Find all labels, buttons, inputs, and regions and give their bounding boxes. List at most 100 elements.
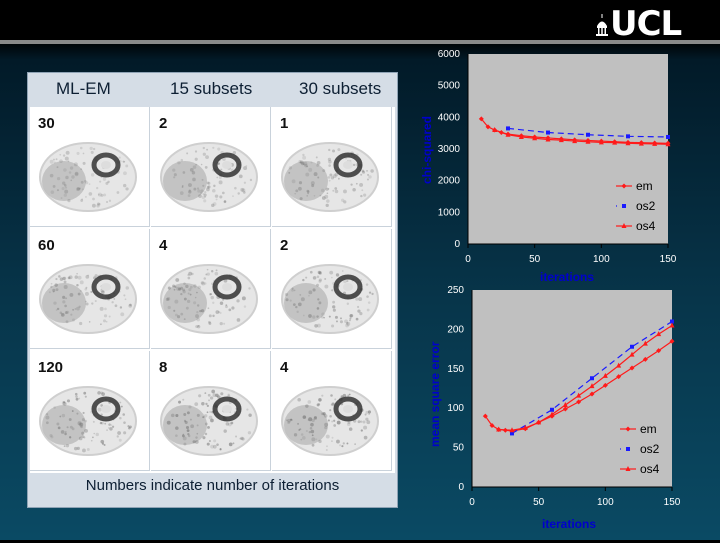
data-point-os2 (510, 431, 514, 436)
x-tick-label: 150 (664, 497, 681, 508)
pet-slice-image (39, 264, 137, 334)
legend-marker-os2 (626, 447, 630, 451)
data-point-os4 (572, 138, 578, 144)
legend-label-em: em (636, 179, 653, 193)
data-point-os4 (549, 411, 555, 417)
data-point-os4 (545, 136, 551, 142)
iteration-count-label: 120 (38, 359, 64, 376)
reconstruction-cell: 4 (151, 229, 271, 349)
reconstruction-cell: 1 (272, 107, 392, 227)
data-point-os2 (670, 319, 674, 324)
series-line-os4 (494, 129, 669, 145)
mse-y-title: mean square error (428, 341, 442, 447)
data-point-os4 (665, 141, 671, 147)
data-point-os4 (518, 133, 524, 139)
legend-marker-em (621, 183, 627, 189)
data-point-os2 (630, 344, 634, 349)
y-tick-label: 100 (447, 403, 464, 414)
data-point-em (629, 365, 635, 371)
data-point-os4 (598, 139, 604, 145)
data-point-os2 (506, 126, 510, 131)
reconstruction-cell: 2 (151, 107, 271, 227)
data-point-os4 (612, 139, 618, 145)
header-ml-em: ML-EM (56, 79, 111, 98)
data-point-os4 (669, 322, 675, 328)
iteration-count-label: 4 (159, 237, 168, 254)
series-line-os2 (511, 321, 673, 434)
data-point-os4 (656, 331, 662, 337)
legend-label-os2: os2 (636, 199, 656, 213)
y-tick-label: 50 (453, 443, 465, 454)
x-tick-label: 100 (597, 497, 614, 508)
data-point-os2 (550, 407, 554, 412)
x-tick-label: 0 (469, 497, 475, 508)
y-tick-label: 1000 (438, 207, 461, 218)
legend-marker-os4 (621, 223, 627, 228)
legend-label-os4: os4 (636, 219, 656, 233)
data-point-os2 (590, 376, 594, 381)
iteration-count-label: 60 (38, 237, 55, 254)
y-tick-label: 0 (454, 239, 460, 250)
data-point-os4 (638, 140, 644, 146)
y-tick-label: 200 (447, 324, 464, 335)
data-point-em (489, 423, 495, 429)
data-point-os4 (585, 138, 591, 144)
title-bar (0, 0, 720, 40)
header-15-subsets: 15 subsets (170, 79, 253, 98)
iteration-count-label: 1 (280, 115, 289, 132)
mse-chart: 0 50 100 150 200 250 0 50 100 150 em os2 os4 mean sq… (400, 282, 700, 538)
data-point-os4 (652, 140, 658, 146)
data-point-os2 (546, 130, 550, 135)
data-point-os4 (536, 419, 542, 425)
data-point-os4 (532, 135, 538, 141)
data-point-os2 (586, 132, 590, 137)
data-point-os4 (558, 137, 564, 143)
data-point-em (616, 374, 622, 380)
logo-text: UCL (610, 4, 682, 44)
data-point-os4 (509, 427, 515, 433)
y-tick-label: 0 (458, 482, 464, 493)
data-point-os4 (576, 392, 582, 398)
data-point-em (478, 116, 484, 122)
pet-slice-image (281, 264, 379, 334)
mse-plot: 0 50 100 150 200 250 0 50 100 150 em os2 os4 (447, 285, 681, 508)
data-point-os4 (625, 140, 631, 146)
x-tick-label: 50 (533, 497, 545, 508)
image-grid: 30 2 1 60 4 2 120 8 4 (30, 107, 395, 473)
x-tick-label: 100 (593, 254, 610, 265)
data-point-em (485, 124, 491, 130)
x-tick-label: 150 (660, 254, 677, 265)
data-point-em (482, 413, 488, 419)
y-tick-label: 6000 (438, 49, 461, 60)
data-point-os2 (626, 134, 630, 139)
pet-slice-image (160, 142, 258, 212)
iteration-count-label: 4 (280, 359, 289, 376)
data-point-em (602, 382, 608, 388)
chi-squared-x-title: iterations (540, 270, 595, 284)
y-tick-label: 2000 (438, 176, 461, 187)
reconstruction-cell: 30 (30, 107, 150, 227)
data-point-os4 (505, 131, 511, 137)
pet-slice-image (281, 386, 379, 456)
legend-label-os2: os2 (640, 442, 660, 456)
pet-slice-image (160, 386, 258, 456)
data-point-os4 (616, 362, 622, 368)
chi-squared-y-title: chi-squared (420, 115, 434, 184)
plot-area (472, 290, 672, 487)
y-tick-label: 150 (447, 364, 464, 375)
plot-area (468, 54, 668, 244)
data-point-em (589, 391, 595, 397)
data-point-em (642, 356, 648, 362)
ucl-logo: UCL (596, 4, 706, 44)
reconstruction-cell: 60 (30, 229, 150, 349)
title-underline (0, 40, 720, 44)
legend-marker-os2 (622, 204, 626, 208)
data-point-em (562, 406, 568, 412)
reconstruction-cell: 120 (30, 351, 150, 471)
x-tick-label: 0 (465, 254, 471, 265)
legend-label-em: em (640, 422, 657, 436)
data-point-em (669, 338, 675, 344)
reconstruction-panel: ML-EM 15 subsets 30 subsets 30 2 1 60 4 2 120 8… (27, 72, 398, 508)
pet-slice-image (160, 264, 258, 334)
data-point-os4 (602, 372, 608, 378)
